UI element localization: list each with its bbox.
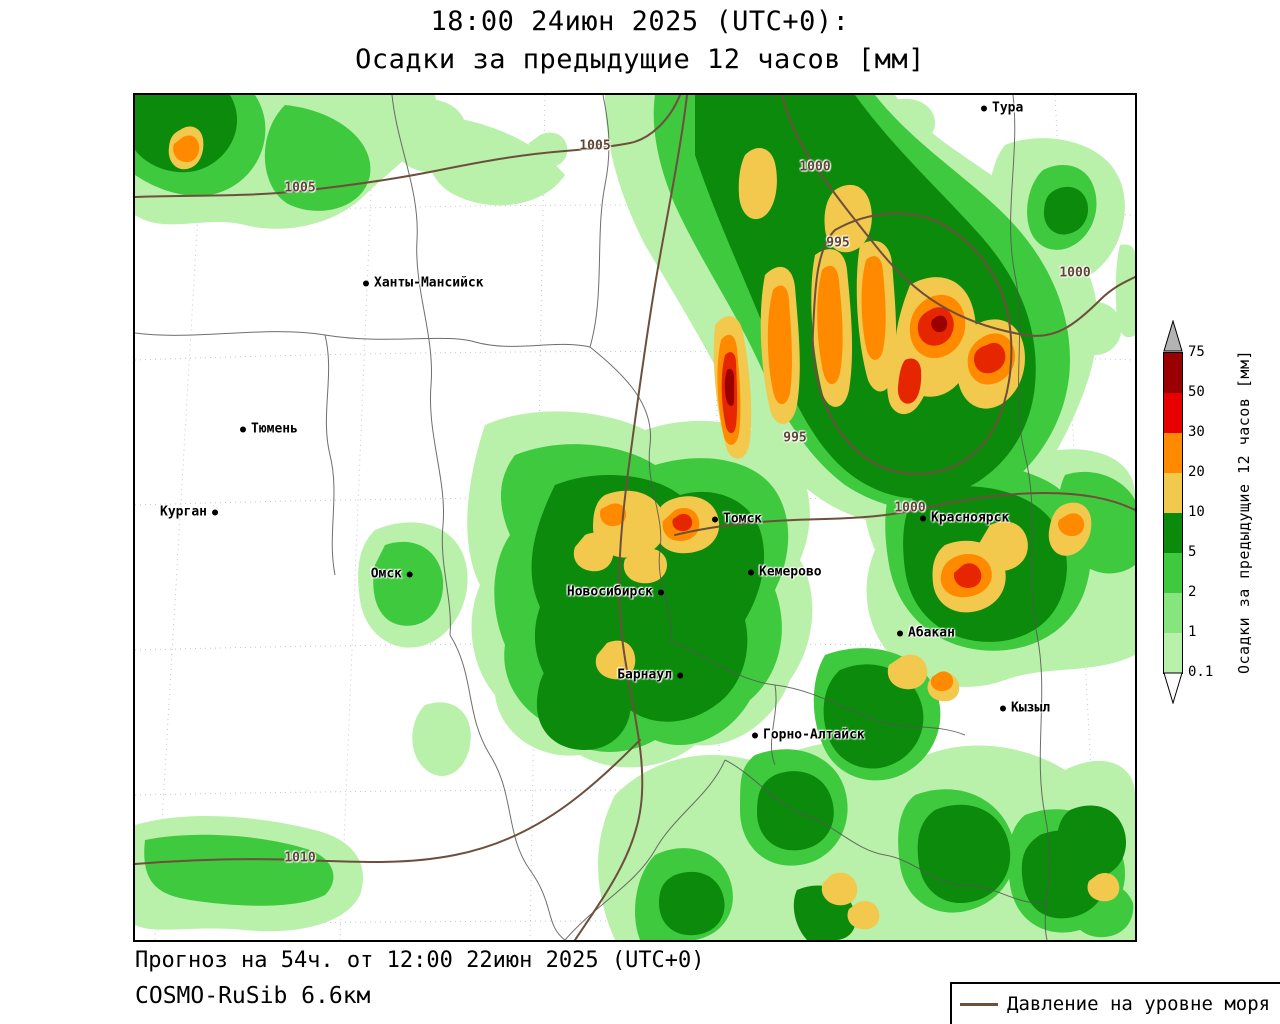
colorbar-tick: 20 bbox=[1188, 464, 1205, 480]
map-frame bbox=[133, 93, 1137, 942]
colorbar-segment bbox=[1164, 393, 1182, 433]
colorbar-tick: 5 bbox=[1188, 544, 1197, 560]
colorbar-segment bbox=[1164, 513, 1182, 553]
footer-model-text: COSMO-RuSib 6.6км bbox=[135, 983, 371, 1009]
isobar-lines bbox=[135, 95, 1135, 940]
colorbar-title: Осадки за предыдущие 12 часов [мм] bbox=[1235, 349, 1253, 675]
page-title-datetime: 18:00 24июн 2025 (UTC+0): bbox=[430, 6, 850, 37]
colorbar-segment bbox=[1164, 473, 1182, 513]
pressure-legend-label: Давление на уровне моря bbox=[1007, 993, 1271, 1015]
colorbar-segment bbox=[1164, 353, 1182, 393]
colorbar-tick: 1 bbox=[1188, 624, 1197, 640]
colorbar-tick: 2 bbox=[1188, 584, 1197, 600]
colorbar-segment bbox=[1164, 433, 1182, 473]
colorbar-tick: 30 bbox=[1188, 424, 1205, 440]
colorbar-tick: 10 bbox=[1188, 504, 1205, 520]
colorbar-below-arrow bbox=[1163, 672, 1183, 704]
pressure-legend-box: Давление на уровне моря bbox=[950, 982, 1280, 1024]
colorbar-tick: 50 bbox=[1188, 384, 1205, 400]
pressure-line-sample bbox=[960, 1002, 998, 1006]
colorbar-segments bbox=[1163, 352, 1183, 674]
colorbar-segment bbox=[1164, 593, 1182, 633]
precip-layer-dark-red bbox=[724, 315, 948, 406]
page-title-variable: Осадки за предыдущие 12 часов [мм] bbox=[355, 44, 925, 75]
colorbar-tick: 75 bbox=[1188, 344, 1205, 360]
colorbar-segment bbox=[1164, 553, 1182, 593]
footer-forecast-text: Прогноз на 54ч. от 12:00 22июн 2025 (UTC… bbox=[135, 948, 705, 973]
colorbar-tick: 0.1 bbox=[1188, 664, 1214, 680]
colorbar-ticks: 75 50 30 20 10 5 2 1 0.1 bbox=[1188, 344, 1228, 680]
precipitation-map-svg bbox=[135, 95, 1135, 940]
colorbar-segment bbox=[1164, 633, 1182, 673]
colorbar-above-arrow bbox=[1163, 320, 1183, 352]
